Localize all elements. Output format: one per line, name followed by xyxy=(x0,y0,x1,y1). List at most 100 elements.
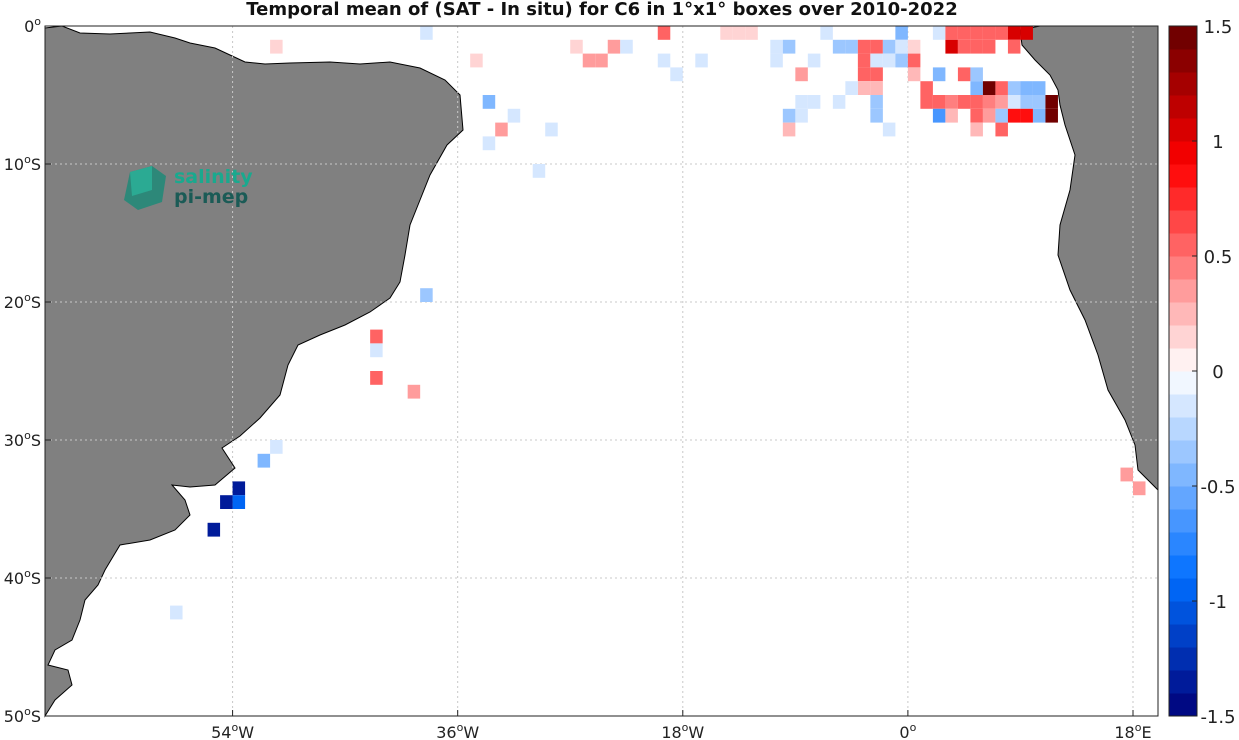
data-cell xyxy=(982,26,996,40)
data-cell xyxy=(657,26,671,40)
colorbar-segment xyxy=(1169,256,1197,280)
data-cell xyxy=(495,122,508,137)
colorbar-segment xyxy=(1169,532,1197,556)
colorbar-segment xyxy=(1169,210,1197,234)
data-cell xyxy=(970,81,983,95)
data-cell xyxy=(857,39,871,54)
colorbar-segment xyxy=(1169,647,1197,671)
data-cell xyxy=(995,95,1008,109)
colorbar-segment xyxy=(1169,394,1197,418)
data-cell xyxy=(970,39,983,54)
data-cell xyxy=(1020,95,1033,109)
colorbar-segment xyxy=(1169,670,1197,694)
data-cell xyxy=(882,53,896,68)
colorbar-segment xyxy=(1169,279,1197,303)
x-tick-label: 36oW xyxy=(436,721,479,740)
data-cell xyxy=(907,39,921,54)
data-cell xyxy=(807,53,821,68)
data-cell xyxy=(857,67,871,82)
data-cell xyxy=(995,26,1008,40)
data-cell xyxy=(882,122,896,137)
data-cell xyxy=(1132,481,1146,496)
data-cell xyxy=(1045,95,1058,109)
y-tick-label: 30oS xyxy=(4,429,41,450)
data-cell xyxy=(1007,26,1021,40)
data-cell xyxy=(870,81,883,95)
data-cells xyxy=(170,26,1146,620)
data-cell xyxy=(995,81,1008,95)
data-cell xyxy=(607,39,621,54)
data-cell xyxy=(720,26,733,40)
colorbar xyxy=(1168,25,1198,717)
colorbar-tick-label: 1.5 xyxy=(1204,17,1233,38)
x-tick-label: 0o xyxy=(899,721,916,740)
data-cell xyxy=(270,39,283,54)
colorbar-segment xyxy=(1169,233,1197,257)
data-cell xyxy=(970,108,983,123)
data-cell xyxy=(782,122,796,137)
data-cell xyxy=(982,95,996,109)
logo-cube-icon xyxy=(124,166,166,210)
colorbar-tick-label: 1 xyxy=(1212,132,1223,153)
salinity-pimep-logo: salinity pi-mep xyxy=(122,166,262,216)
data-cell xyxy=(870,67,883,82)
data-cell xyxy=(907,67,921,82)
data-cell xyxy=(370,371,383,385)
colorbar-tick-label: -1 xyxy=(1209,592,1227,613)
data-cell xyxy=(470,53,483,68)
data-cell xyxy=(1120,467,1133,482)
data-cell xyxy=(945,39,958,54)
y-tick-label: 0o xyxy=(24,15,41,36)
data-cell xyxy=(1007,81,1021,95)
data-cell xyxy=(957,26,971,40)
data-cell xyxy=(982,81,996,95)
data-cell xyxy=(945,108,958,123)
map-title: Temporal mean of (SAT - In situ) for C6 … xyxy=(246,0,958,20)
data-cell xyxy=(895,53,908,68)
colorbar-tick-label: 0 xyxy=(1212,362,1223,383)
data-cell xyxy=(570,39,583,54)
data-cell xyxy=(232,495,246,509)
data-cell xyxy=(982,39,996,54)
data-cell xyxy=(782,39,796,54)
colorbar-segment xyxy=(1169,371,1197,395)
data-cell xyxy=(995,108,1008,123)
colorbar-tick-label: 0.5 xyxy=(1204,247,1233,268)
data-cell xyxy=(270,440,283,454)
data-cell xyxy=(857,53,871,68)
data-cell xyxy=(1007,95,1021,109)
data-cell xyxy=(620,39,633,54)
data-cell xyxy=(882,39,896,54)
x-tick-label: 18oW xyxy=(661,721,704,740)
colorbar-segment xyxy=(1169,302,1197,326)
data-cell xyxy=(770,39,783,54)
colorbar-segment xyxy=(1169,95,1197,119)
data-cell xyxy=(920,81,933,95)
colorbar-segment xyxy=(1169,555,1197,579)
data-cell xyxy=(1007,108,1021,123)
colorbar-segment xyxy=(1169,624,1197,648)
colorbar-tick-label: -1.5 xyxy=(1200,707,1235,728)
data-cell xyxy=(895,39,908,54)
data-cell xyxy=(370,343,383,358)
data-cell xyxy=(595,53,608,68)
plot-frame xyxy=(44,25,1159,717)
data-cell xyxy=(932,67,946,82)
data-cell xyxy=(907,53,921,68)
colorbar-segment xyxy=(1169,693,1197,717)
data-cell xyxy=(932,26,946,40)
data-cell xyxy=(845,39,858,54)
data-cell xyxy=(770,53,783,68)
data-cell xyxy=(220,495,233,509)
data-cell xyxy=(845,81,858,95)
data-cell xyxy=(870,39,883,54)
colorbar-segment xyxy=(1169,578,1197,602)
data-cell xyxy=(970,67,983,82)
data-cell xyxy=(1020,81,1033,95)
data-cell xyxy=(532,164,546,178)
data-cell xyxy=(232,481,246,496)
data-cell xyxy=(920,95,933,109)
data-cell xyxy=(832,95,846,109)
data-cell xyxy=(932,95,946,109)
